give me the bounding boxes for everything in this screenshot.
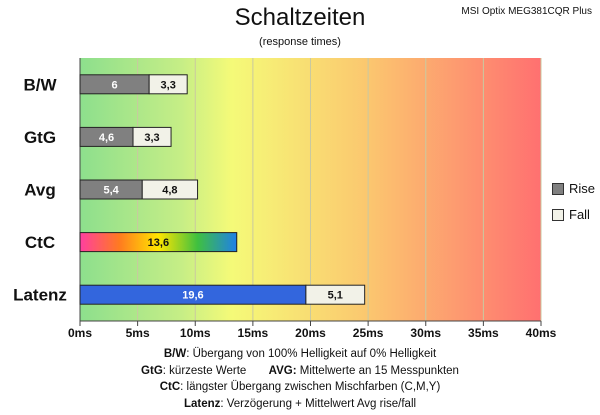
category-label-avg: Avg [24,181,56,200]
note-avg-text: Mittelwerte an 15 Messpunkten [296,364,459,377]
bar-fall-label-b-w: 3,3 [161,79,176,91]
legend-rise: Rise [552,181,595,196]
legend-rise-label: Rise [569,181,596,196]
bar-rise-label-b-w: 6 [112,79,118,91]
legend-rise-swatch [552,182,564,195]
note-gtg-key: GtG [141,364,163,377]
chart-title: Schaltzeiten [234,4,366,31]
x-tick-label-2: 10ms [180,326,211,340]
note-latenz-key: Latenz [183,397,221,410]
bar-fall-label-avg: 4,8 [162,185,177,197]
x-tick-label-5: 25ms [353,326,384,340]
bar-fall-label-latenz: 5,1 [328,290,343,302]
monitor-model-label: MSI Optix MEG381CQR Plus [461,6,592,17]
bar-fall-b-w [148,74,188,95]
note-avg-key: AVG: [268,364,297,377]
x-tick-label-7: 35ms [468,326,499,340]
category-label-ctc: CtC [25,233,55,252]
bar-fall-avg [141,179,199,200]
x-tick-label-8: 40ms [526,326,557,340]
note-bw-key: B/W [163,348,187,360]
legend-fall-label: Fall [569,207,590,222]
bar-fall-latenz [305,284,366,305]
x-tick-label-1: 5ms [126,326,150,340]
bar-rise-label-avg: 5,4 [103,185,119,197]
legend-fall-swatch [552,208,564,221]
note-ctc-key: CtC [159,381,181,393]
bar-rise-label-gtg: 4,6 [99,132,114,144]
note-latenz-text: : Verzögerung + Mittelwert Avg rise/fall [220,397,417,410]
category-label-b-w: B/W [23,75,57,94]
note-bw-text: : Übergang von 100% Helligkeit auf 0% He… [186,348,437,360]
legend-fall: Fall [552,207,590,222]
bar-rise-label-latenz: 19,6 [182,290,203,302]
bar-fall-gtg [132,126,172,147]
bar-rise-label-ctc: 13,6 [148,237,169,249]
x-tick-label-4: 20ms [295,326,326,340]
note-latenz: Latenz: Verzögerung + Mittelwert Avg ris… [0,396,600,413]
note-ctc-text: : längster Übergang zwischen Mischfarben… [180,381,441,393]
chart-notes: B/W: Übergang von 100% Helligkeit auf 0%… [0,346,600,412]
x-tick-label-3: 15ms [238,326,269,340]
note-ctc: CtC: längster Übergang zwischen Mischfar… [0,379,600,396]
category-label-latenz: Latenz [13,286,67,305]
x-tick-label-6: 30ms [410,326,441,340]
note-bw: B/W: Übergang von 100% Helligkeit auf 0%… [0,346,600,363]
bar-rise-ctc [79,232,238,253]
bar-fall-label-gtg: 3,3 [144,132,159,144]
category-label-gtg: GtG [24,128,56,147]
note-gtg-avg: GtG: kürzeste Werte AVG: Mittelwerte an … [0,363,600,380]
x-tick-label-0: 0ms [68,326,92,340]
chart-subtitle: (response times) [259,36,341,48]
response-time-chart: 6 3,3 4,6 3,3 5,4 4,8 13,6 19,6 5,1 0ms 5ms 10ms 15… [13,58,557,340]
note-gtg-text: : kürzeste Werte [162,364,247,377]
